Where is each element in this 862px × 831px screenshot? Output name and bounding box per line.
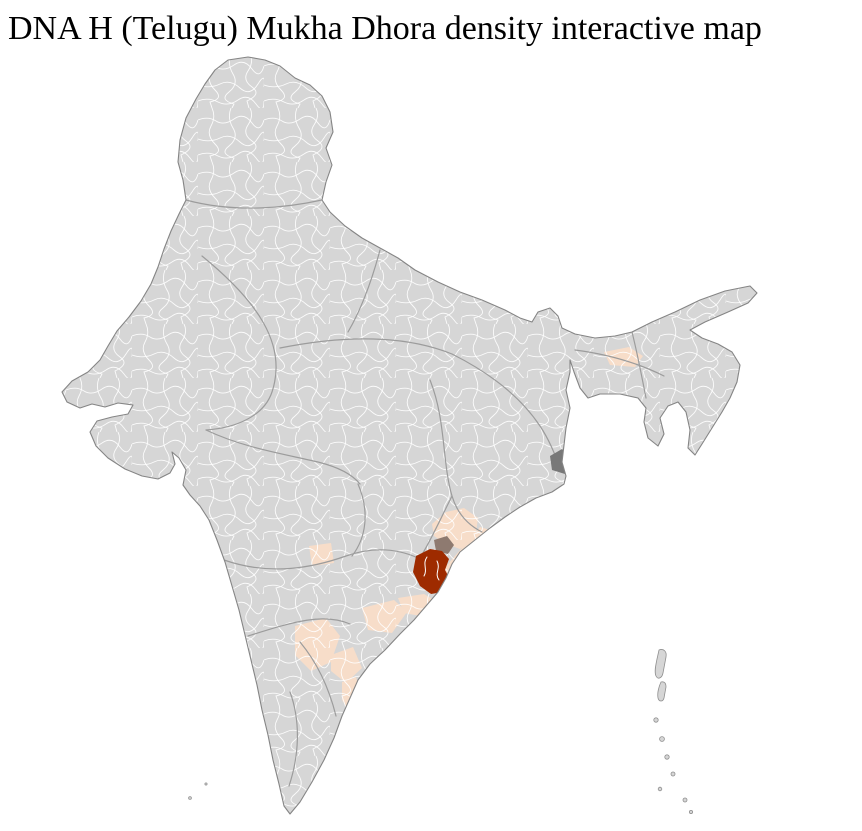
island-dot[interactable] <box>670 771 676 777</box>
island-dot[interactable] <box>204 782 208 786</box>
island-dot[interactable] <box>682 797 688 803</box>
page-title: DNA H (Telugu) Mukha Dhora density inter… <box>8 10 762 47</box>
island-dot[interactable] <box>653 717 659 723</box>
district-high-density[interactable] <box>413 549 451 594</box>
island-dot[interactable] <box>664 754 670 760</box>
island-shape[interactable] <box>654 649 667 679</box>
island-dot[interactable] <box>659 736 665 742</box>
district-medium-density[interactable] <box>434 536 454 554</box>
island-shape[interactable] <box>657 681 667 702</box>
andaman-nicobar-islands[interactable] <box>653 649 694 815</box>
district-inner-border-detail <box>423 556 440 581</box>
island-dot[interactable] <box>188 796 192 800</box>
island-dot[interactable] <box>657 786 663 792</box>
lakshadweep-islands[interactable] <box>188 782 208 800</box>
island-dot[interactable] <box>689 810 694 815</box>
